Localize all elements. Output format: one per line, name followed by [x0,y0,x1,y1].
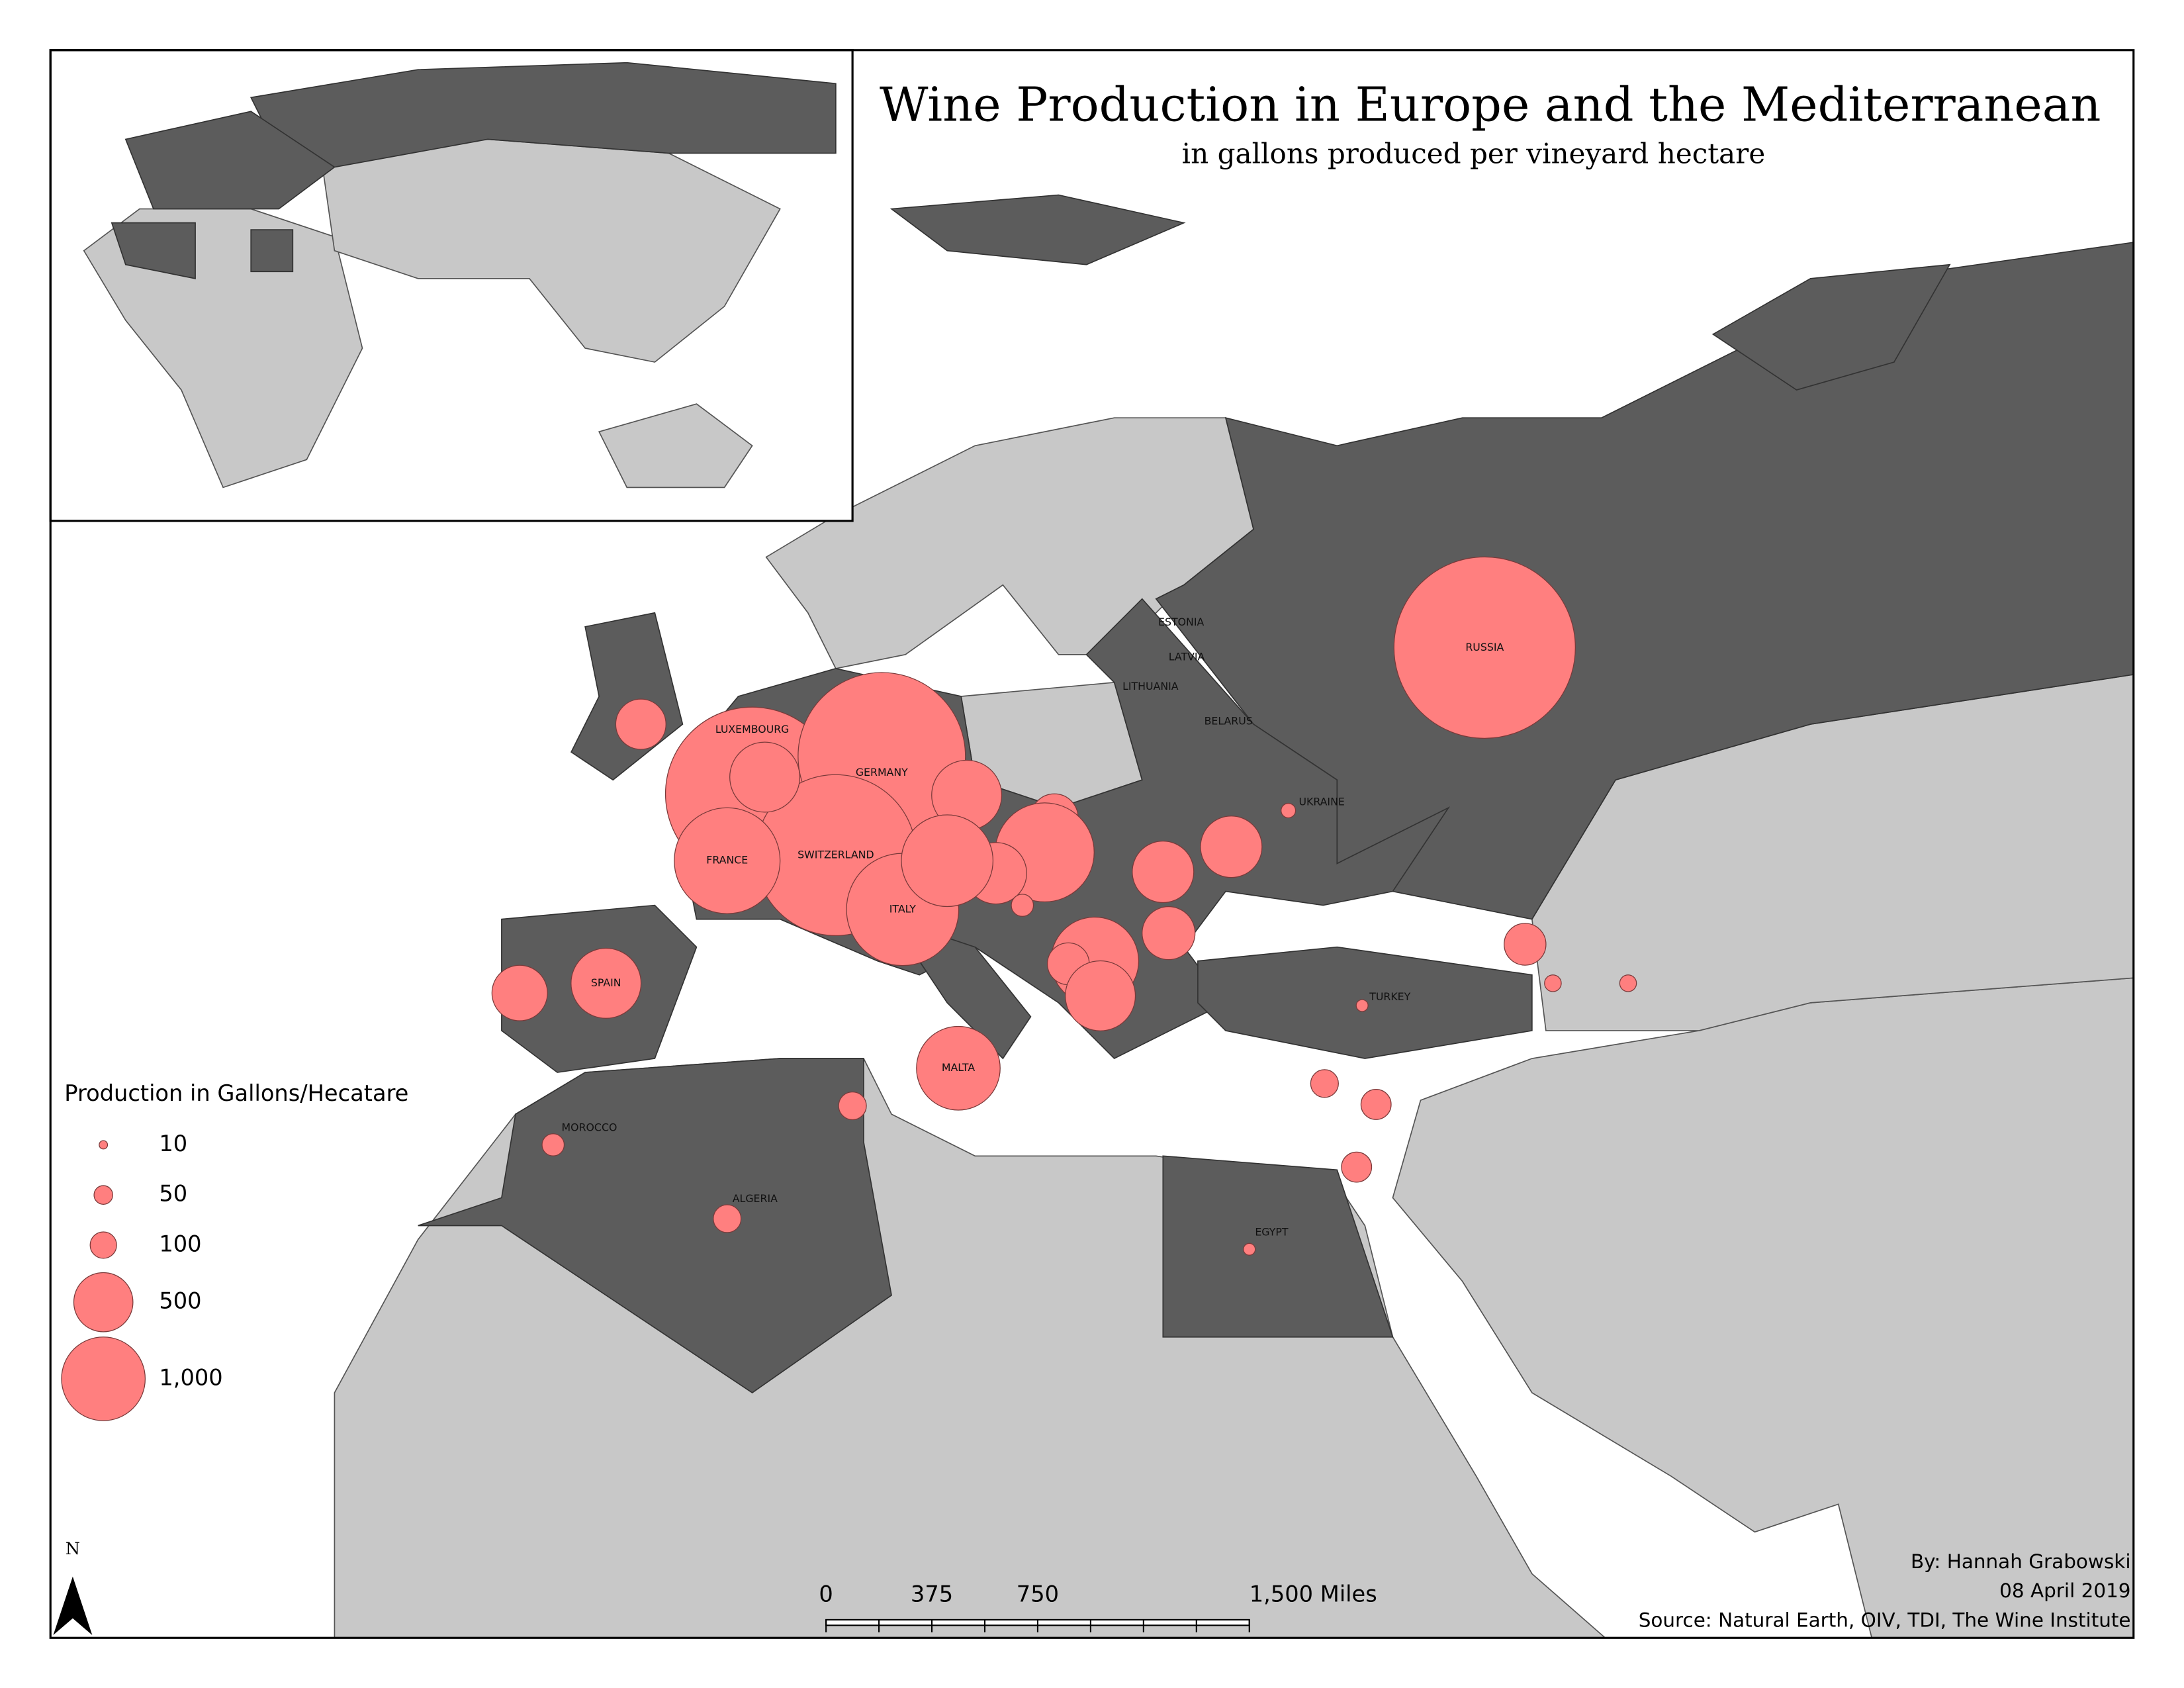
inset-map [83,62,837,489]
legend: 10 50 100 500 1,000 [61,1131,223,1421]
credit-date: 08 April 2019 [1999,1579,2130,1602]
production-bubble [1393,556,1576,739]
production-bubble [1132,841,1195,904]
credit-author: By: Hannah Grabowski [1911,1550,2131,1573]
production-bubble [615,698,666,750]
production-bubble [1544,974,1562,992]
production-bubble [838,1091,867,1121]
production-bubble [1011,894,1034,917]
legend-label: 50 [159,1181,187,1207]
legend-label: 500 [159,1288,201,1314]
legend-symbol [89,1231,117,1259]
credit-source: Source: Natural Earth, OIV, TDI, The Win… [1639,1609,2131,1631]
production-bubble [901,814,994,908]
map-subtitle: in gallons produced per vineyard hectare [1182,138,1766,170]
production-bubble [1619,974,1637,992]
legend-label: 100 [159,1231,201,1256]
country-label: UKRAINE [1298,795,1344,808]
country-label: ITALY [889,902,917,915]
country-label: RUSSIA [1465,641,1504,653]
legend-symbol [61,1336,146,1421]
country-label: SPAIN [591,976,621,989]
country-label: LATVIA [1169,651,1205,663]
legend-label: 10 [159,1131,187,1156]
production-bubble [491,964,548,1021]
country-label: MALTA [942,1061,975,1074]
map-frame [49,49,2135,1639]
production-bubble [1310,1069,1339,1098]
production-bubble [541,1133,565,1156]
scale-label: 375 [911,1581,953,1607]
legend-title: Production in Gallons/Hecatare [64,1080,408,1106]
north-label: N [66,1539,80,1558]
production-bubble [916,1025,1001,1111]
production-bubble [1504,923,1547,966]
production-bubble [1200,816,1263,878]
production-bubble [713,1204,742,1233]
country-label: LITHUANIA [1122,680,1179,692]
production-bubble [1243,1243,1256,1256]
country-label: ALGERIA [733,1192,778,1205]
country-label: BELARUS [1205,714,1253,727]
production-bubble [674,807,781,914]
bubble-layer: LUXEMBOURG GERMANY SWITZERLAND FRANCE ITALY S… [491,556,1637,1256]
country-label: ESTONIA [1158,616,1204,628]
legend-symbol [93,1185,113,1205]
scale-label: 1,500 Miles [1250,1581,1377,1607]
scale-label: 750 [1017,1581,1059,1607]
country-label: MOROCCO [562,1121,617,1134]
production-bubble [1355,999,1369,1012]
country-label: GERMANY [856,766,908,778]
legend-symbol [99,1140,109,1150]
map-title: Wine Production in Europe and the Medite… [880,77,2101,132]
production-bubble [729,741,801,813]
legend-label: 1,000 [159,1364,222,1390]
country-label: TURKEY [1369,990,1410,1003]
production-bubble [570,947,642,1019]
scale-bar: 0 375 750 1,500 Miles [819,1581,1377,1632]
country-label: FRANCE [706,854,748,867]
legend-symbol [73,1272,134,1333]
production-bubble [1341,1151,1373,1183]
country-label: EGYPT [1255,1226,1289,1239]
production-bubble [1281,802,1297,819]
production-bubble [1142,906,1196,961]
country-label: LUXEMBOURG [715,723,790,735]
country-label: SWITZERLAND [797,848,874,861]
scale-label: 0 [819,1581,833,1607]
base-map [50,50,2134,1638]
production-bubble [1360,1089,1392,1120]
north-arrow [53,1576,93,1636]
production-bubble [1065,960,1136,1031]
